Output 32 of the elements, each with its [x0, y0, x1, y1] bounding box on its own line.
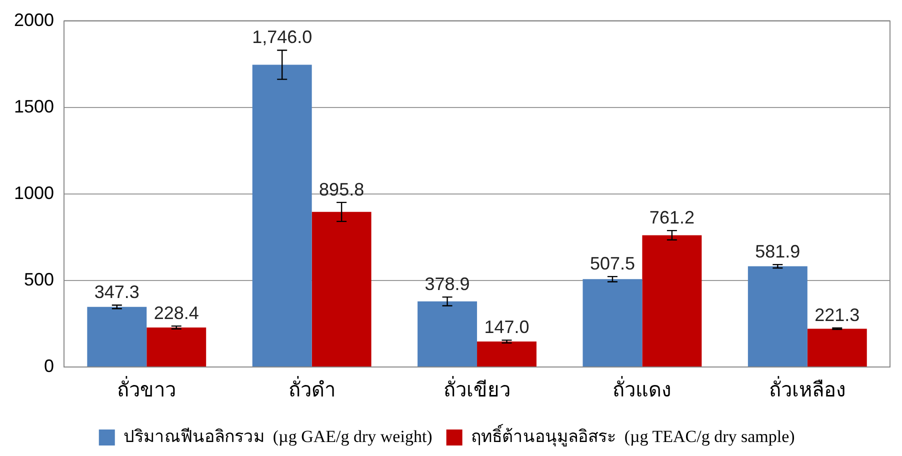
data-label: 147.0 [484, 317, 530, 338]
bar [582, 279, 642, 366]
data-label: 221.3 [814, 304, 860, 325]
data-label: 761.2 [649, 208, 694, 228]
bar [477, 342, 536, 366]
bar [642, 235, 702, 366]
data-label: 581.9 [755, 242, 800, 262]
data-label: 378.9 [424, 274, 470, 294]
bar [146, 327, 206, 366]
bar [252, 64, 312, 366]
y-tick-label: 500 [24, 269, 54, 290]
data-label: 228.4 [154, 303, 199, 324]
legend-label: ฤทธิ์ต้านอนุมูลอิสระ (µg TEAC/g dry sample) [470, 424, 795, 447]
y-tick-label: 1500 [14, 96, 54, 116]
x-tick-label: ถั่วเขียว [444, 376, 511, 402]
data-label: 895.8 [319, 179, 364, 200]
legend-label: ปริมาณฟีนอลิกรวม (µg GAE/g dry weight) [123, 426, 432, 446]
bar [418, 301, 478, 366]
bar [807, 328, 867, 366]
bar [312, 212, 372, 366]
x-tick-label: ถั่วเหลือง [768, 376, 846, 402]
y-tick-label: 2000 [14, 10, 54, 30]
bar [748, 266, 808, 366]
x-tick-label: ถั่วดำ [288, 376, 336, 402]
y-tick-label: 0 [44, 356, 54, 376]
x-tick-label: ถั่วแดง [612, 376, 672, 402]
y-tick-label: 1000 [14, 182, 54, 203]
data-label: 1,746.0 [252, 27, 312, 48]
x-tick-label: ถั่วขาว [117, 376, 176, 402]
data-label: 347.3 [94, 282, 140, 302]
bar [87, 306, 147, 366]
data-label: 507.5 [590, 254, 635, 274]
